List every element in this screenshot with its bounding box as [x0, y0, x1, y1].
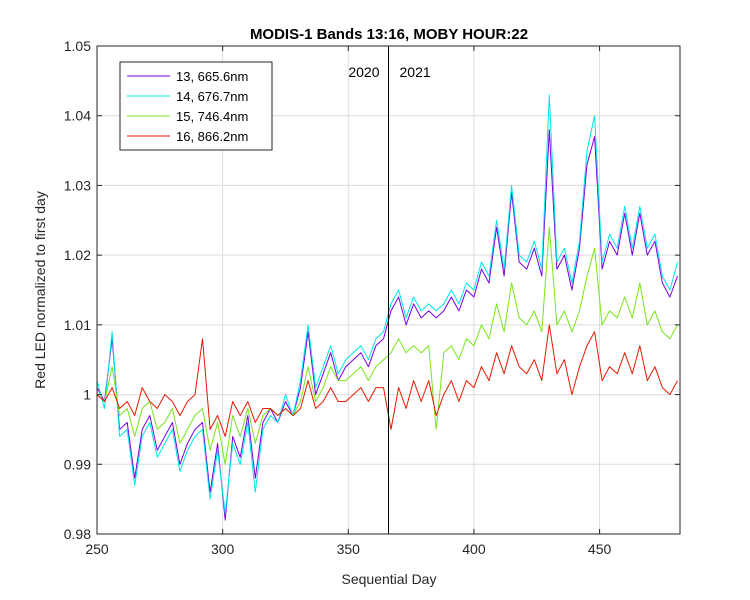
- legend-items: 13, 665.6nm 14, 676.7nm 15, 746.4nm 16, 866…: [127, 69, 248, 144]
- year-2021-label: 2021: [400, 64, 431, 80]
- legend-box: [119, 61, 273, 151]
- series-line-1: [96, 129, 678, 521]
- series-line-4: [96, 324, 678, 437]
- y-tick-label: 0.99: [64, 456, 91, 472]
- chart-title: MODIS-1 Bands 13:16, MOBY HOUR:22: [250, 26, 528, 43]
- legend-label: 16, 866.2nm: [176, 129, 248, 144]
- x-tick-label: 400: [462, 541, 486, 557]
- y-tick-label: 1: [83, 387, 91, 403]
- y-tick-label: 1.01: [64, 317, 91, 333]
- legend: 13, 665.6nm 14, 676.7nm 15, 746.4nm 16, 866…: [119, 61, 273, 151]
- legend-label: 13, 665.6nm: [176, 69, 248, 84]
- y-tick-label: 1.03: [64, 177, 91, 193]
- x-tick-label: 350: [337, 541, 361, 557]
- year-2020-label: 2020: [348, 64, 379, 80]
- y-axis-label: Red LED normalized to first day: [32, 191, 48, 389]
- series-line-3: [96, 226, 678, 465]
- plot-frame: [96, 45, 681, 535]
- x-axis-label: Sequential Day: [342, 571, 437, 587]
- y-tick-label: 0.98: [64, 526, 91, 542]
- legend-label: 15, 746.4nm: [176, 109, 248, 124]
- series-line-2: [96, 94, 678, 514]
- series-layer: [96, 94, 678, 521]
- y-tick-label: 1.02: [64, 247, 91, 263]
- x-tick-label: 300: [211, 541, 235, 557]
- x-tick-label: 450: [588, 541, 612, 557]
- x-tick-label: 250: [85, 541, 109, 557]
- axis-ticks: 0.98 0.99 1 1.01 1.02 1.03 1.04 1.05 250 300 350 40…: [64, 38, 680, 557]
- legend-label: 14, 676.7nm: [176, 89, 248, 104]
- y-tick-label: 1.05: [64, 38, 91, 54]
- y-tick-label: 1.04: [64, 108, 91, 124]
